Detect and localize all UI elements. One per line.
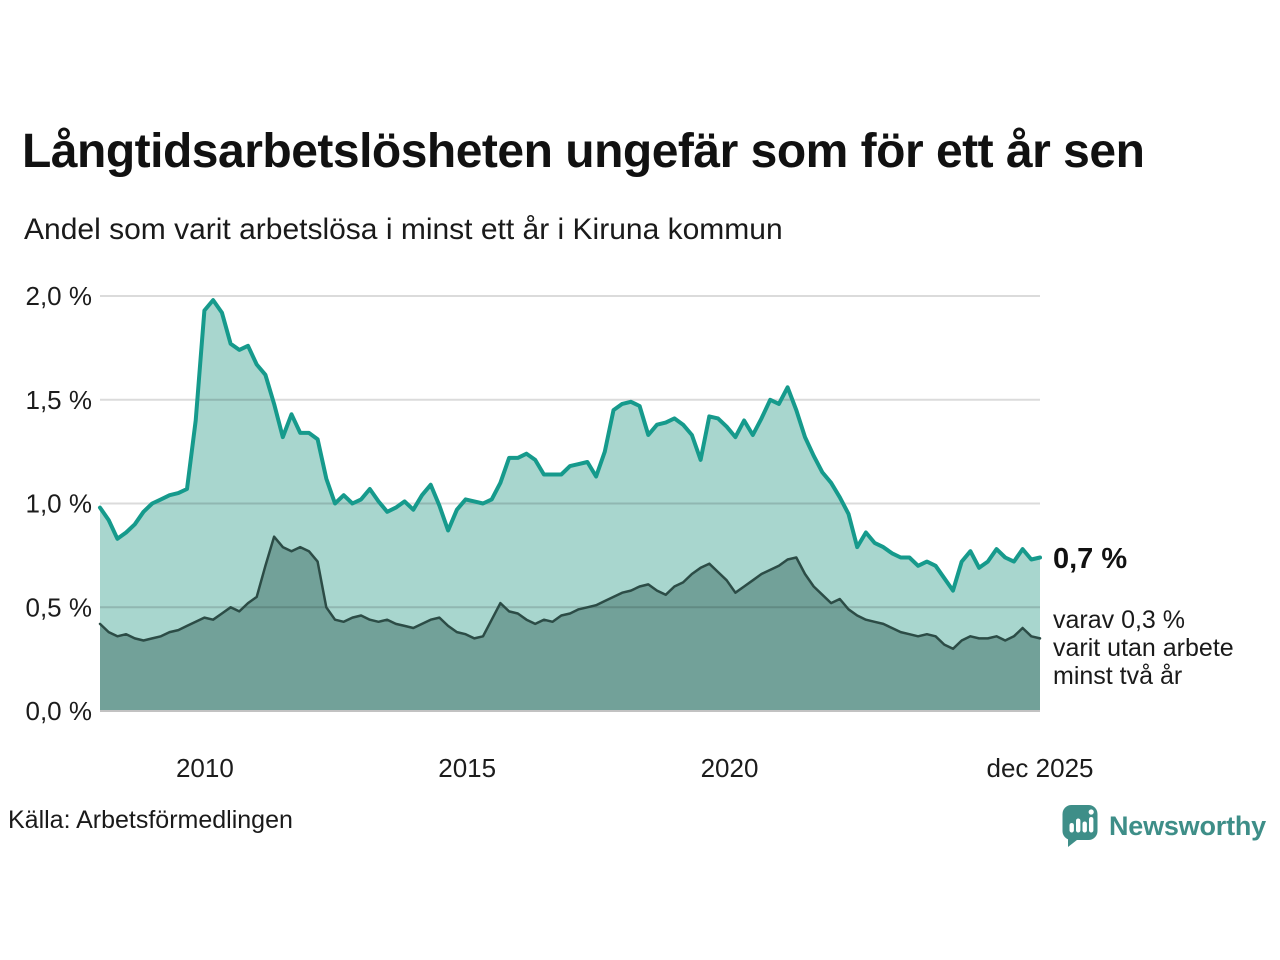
y-tick-label: 1,0 % [26, 489, 93, 519]
chart-subtitle: Andel som varit arbetslösa i minst ett å… [24, 213, 783, 246]
line-unemployed-one-year [98, 298, 1042, 593]
x-axis-tick-labels: 2010 2015 2020 dec 2025 [176, 753, 1094, 783]
y-tick-label: 0,0 % [26, 696, 93, 726]
line-unemployed-two-years [98, 535, 1042, 651]
x-tick-label: 2020 [701, 753, 759, 783]
end-note-label: varav 0,3 % varit utan arbete minst två … [1053, 606, 1234, 690]
chart-gridlines [100, 295, 1040, 712]
y-tick-label: 2,0 % [26, 281, 93, 311]
end-note-line2: varit utan arbete [1053, 634, 1234, 662]
x-tick-label: 2015 [438, 753, 496, 783]
brand-logo: Newsworthy [1061, 802, 1266, 850]
chart-areas [100, 300, 1040, 711]
y-axis-tick-labels: 0,0 % 0,5 % 1,0 % 1,5 % 2,0 % [26, 281, 93, 726]
x-tick-label: 2010 [176, 753, 234, 783]
x-tick-label: dec 2025 [987, 753, 1094, 783]
end-note-line3: minst två år [1053, 662, 1183, 690]
brand-name: Newsworthy [1108, 810, 1266, 841]
y-tick-label: 0,5 % [26, 592, 93, 622]
source-credit: Källa: Arbetsförmedlingen [8, 806, 293, 834]
end-note-line1: varav 0,3 % [1053, 606, 1186, 634]
newsworthy-bubble-chart-icon [1061, 803, 1101, 849]
area-unemployed-two-years [100, 536, 1040, 711]
y-tick-label: 1,5 % [26, 385, 93, 415]
chart-title: Långtidsarbetslösheten ungefär som för e… [22, 125, 1145, 178]
chart-series-lines [98, 298, 1042, 651]
end-value-label: 0,7 % [1053, 543, 1128, 575]
